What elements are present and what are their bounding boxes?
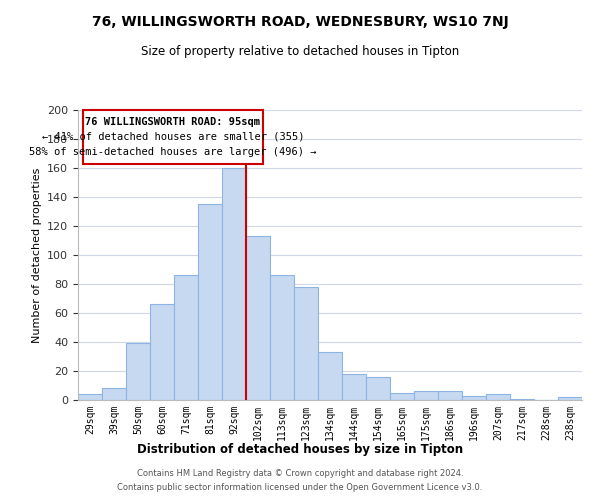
Bar (102, 388, 126, 400)
Bar (414, 392, 438, 400)
Text: Contains HM Land Registry data © Crown copyright and database right 2024.: Contains HM Land Registry data © Crown c… (137, 468, 463, 477)
Bar (486, 394, 510, 400)
Text: 58% of semi-detached houses are larger (496) →: 58% of semi-detached houses are larger (… (29, 147, 317, 157)
Bar (318, 352, 342, 400)
FancyBboxPatch shape (83, 110, 263, 164)
Bar (150, 304, 174, 400)
Bar (222, 168, 246, 400)
Bar (342, 374, 366, 400)
Bar (294, 287, 318, 400)
Text: Distribution of detached houses by size in Tipton: Distribution of detached houses by size … (137, 442, 463, 456)
Bar (510, 398, 534, 400)
Text: 76 WILLINGSWORTH ROAD: 95sqm: 76 WILLINGSWORTH ROAD: 95sqm (85, 117, 260, 127)
Bar (366, 377, 390, 400)
Bar (78, 394, 102, 400)
Bar (198, 204, 222, 400)
Bar (174, 276, 198, 400)
Bar (246, 236, 270, 400)
Text: 76, WILLINGSWORTH ROAD, WEDNESBURY, WS10 7NJ: 76, WILLINGSWORTH ROAD, WEDNESBURY, WS10… (92, 15, 508, 29)
Text: Size of property relative to detached houses in Tipton: Size of property relative to detached ho… (141, 45, 459, 58)
Bar (462, 396, 486, 400)
Bar (390, 393, 414, 400)
Y-axis label: Number of detached properties: Number of detached properties (32, 168, 41, 342)
Bar (438, 392, 462, 400)
Text: Contains public sector information licensed under the Open Government Licence v3: Contains public sector information licen… (118, 484, 482, 492)
Text: ← 41% of detached houses are smaller (355): ← 41% of detached houses are smaller (35… (41, 132, 304, 142)
Bar (270, 276, 294, 400)
Bar (126, 344, 150, 400)
Bar (558, 397, 582, 400)
